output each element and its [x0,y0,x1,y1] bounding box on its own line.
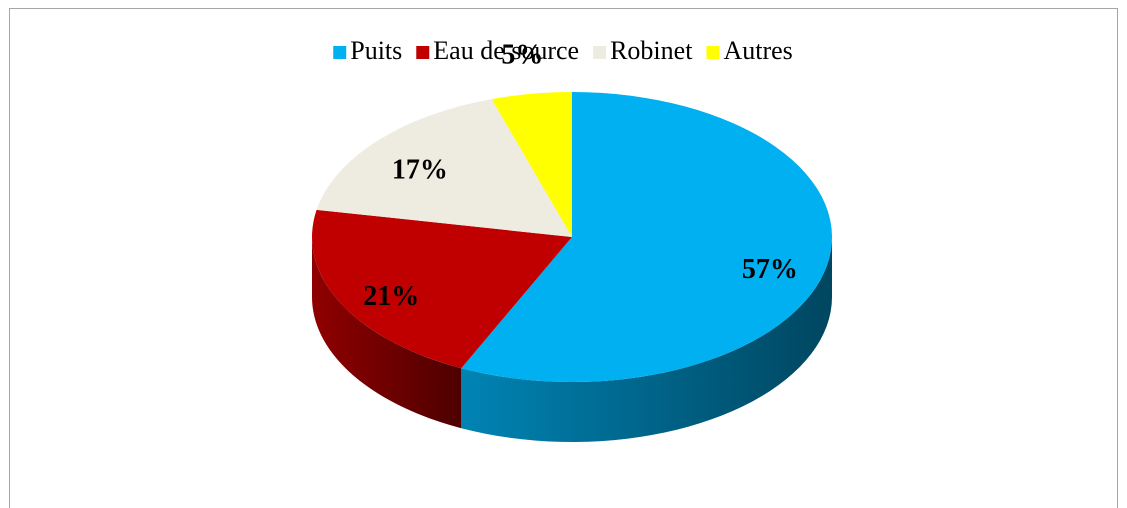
data-label: 21% [363,281,419,312]
slice [491,92,572,237]
slice [316,99,572,237]
legend-swatch [416,46,430,59]
data-label: 17% [392,155,448,186]
slice [311,209,572,369]
data-label: 5% [501,40,543,71]
slice-side [461,237,832,442]
legend-text: Autres [723,36,792,65]
data-label: 57% [742,254,798,285]
slice [461,92,832,382]
legend-swatch [706,46,720,59]
chart-border [9,8,1118,508]
legend-swatch [333,46,347,59]
legend-text: Robinet [610,36,693,65]
legend-swatch [593,46,607,59]
legend-text: Puits [350,36,402,65]
legend-text: Eau de source [433,36,579,65]
slice-side [312,237,462,429]
